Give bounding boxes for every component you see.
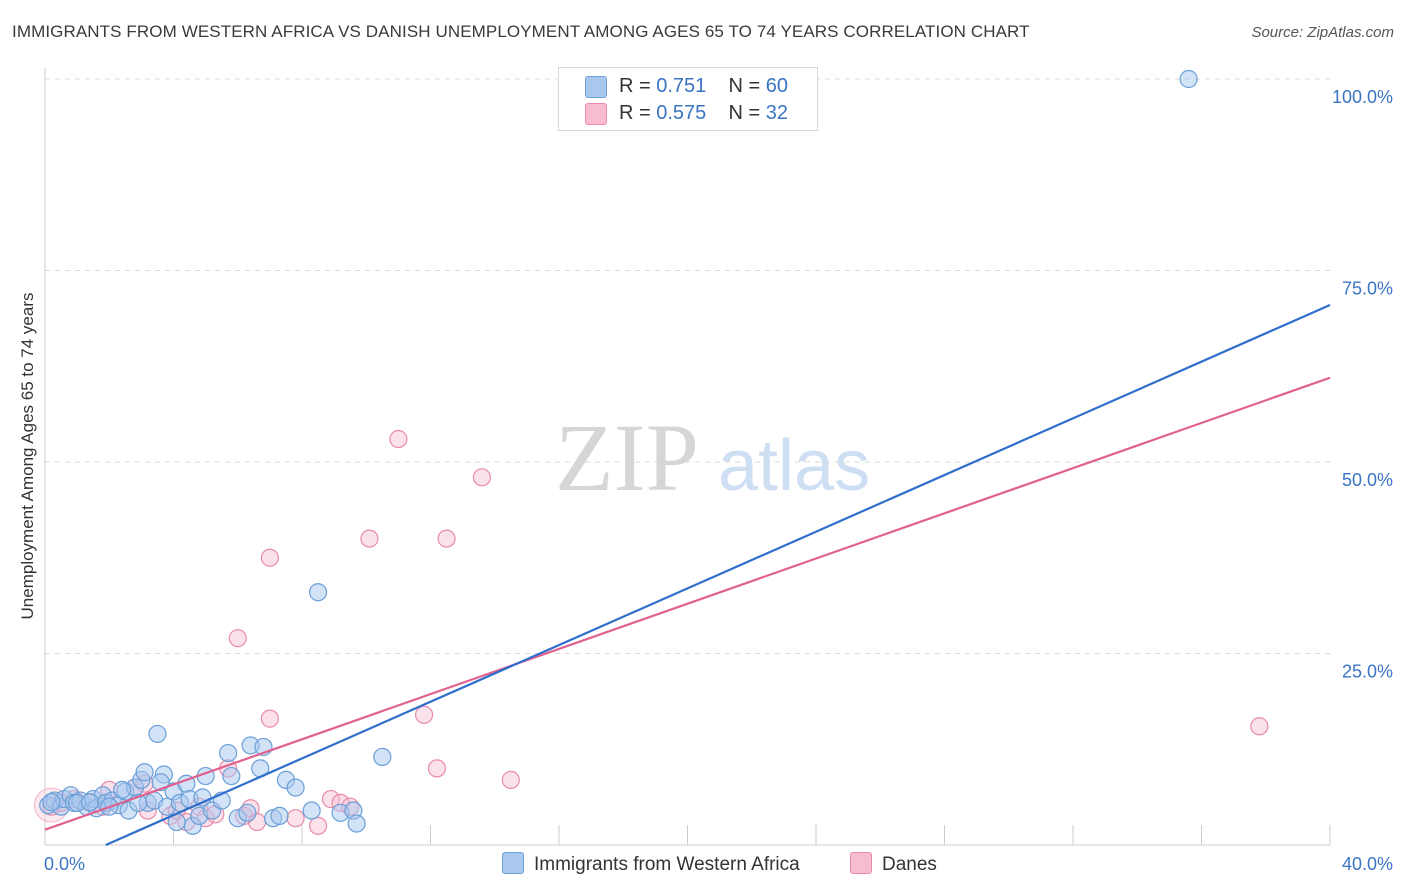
legend-r-label: R = [619,102,651,124]
data-point-western-africa [219,743,238,763]
y-tick-label: 50.0% [1342,470,1393,490]
trend-line-danes [44,376,1331,831]
data-point-western-africa [135,763,154,782]
data-point-western-africa [148,724,167,744]
y-tick-label: 25.0% [1342,662,1393,682]
data-point-danes [228,629,247,648]
legend-n-value: 60 [765,75,789,97]
data-point-western-africa [80,793,100,812]
data-point-western-africa [42,793,61,812]
data-point-danes [1250,717,1269,736]
data-point-danes [260,709,279,728]
data-point-western-africa [308,583,328,602]
legend-n-label: N = [728,102,761,124]
data-point-western-africa [373,747,392,767]
trend-lines [44,303,1331,847]
data-point-danes [501,770,520,789]
watermark-zip: ZIP [555,404,699,511]
x-tick-label: 40.0% [1342,854,1393,874]
y-tick-label: 100.0% [1332,87,1393,107]
series-legend-danes: Danes [850,852,937,876]
data-point-danes [308,816,328,835]
data-point-western-africa [270,806,289,825]
chart-title: IMMIGRANTS FROM WESTERN AFRICA VS DANISH… [12,22,1030,41]
data-point-danes [472,468,491,487]
data-point-western-africa [347,814,366,833]
data-point-danes [427,759,447,778]
grid-lines [45,78,1330,654]
x-tick-label: 0.0% [44,854,85,874]
data-point-western-africa [1179,69,1198,89]
watermark: ZIP atlas [555,404,870,511]
data-point-western-africa [238,803,257,822]
trend-line-western-africa [105,303,1331,847]
watermark-atlas: atlas [718,426,870,506]
data-point-danes [286,809,305,828]
legend-n-label: N = [728,75,761,97]
series-name-danes: Danes [882,854,937,875]
blue-swatch-icon [502,852,524,874]
data-point-danes [437,529,456,548]
blue-swatch-icon [585,76,607,98]
legend-r-value: 0.751 [656,75,707,97]
legend-r-label: R = [619,75,651,97]
data-point-danes [389,429,408,449]
legend-r-value: 0.575 [656,102,707,124]
data-point-danes [260,548,279,567]
data-point-danes [360,529,379,548]
legend-n-value: 32 [765,102,789,124]
source-credit: Source: ZipAtlas.com [1251,24,1394,41]
series-name-western-africa: Immigrants from Western Africa [534,854,800,875]
tick-labels: 25.0% 50.0% 75.0% 100.0% 0.0% 40.0% [44,87,1393,874]
data-point-danes [321,789,341,809]
data-point-western-africa [222,766,241,786]
series-legend-western-africa: Immigrants from Western Africa [502,852,800,876]
data-point-danes [414,705,434,724]
axes [44,68,1331,846]
correlation-legend: R = 0.751 N = 60 R = 0.575 N = 32 [558,67,818,131]
data-point-western-africa [286,778,305,797]
pink-swatch-icon [585,103,607,125]
data-point-western-africa [302,801,321,820]
data-point-western-africa [112,780,132,799]
y-tick-label: 75.0% [1342,279,1393,299]
pink-swatch-icon [850,852,872,874]
